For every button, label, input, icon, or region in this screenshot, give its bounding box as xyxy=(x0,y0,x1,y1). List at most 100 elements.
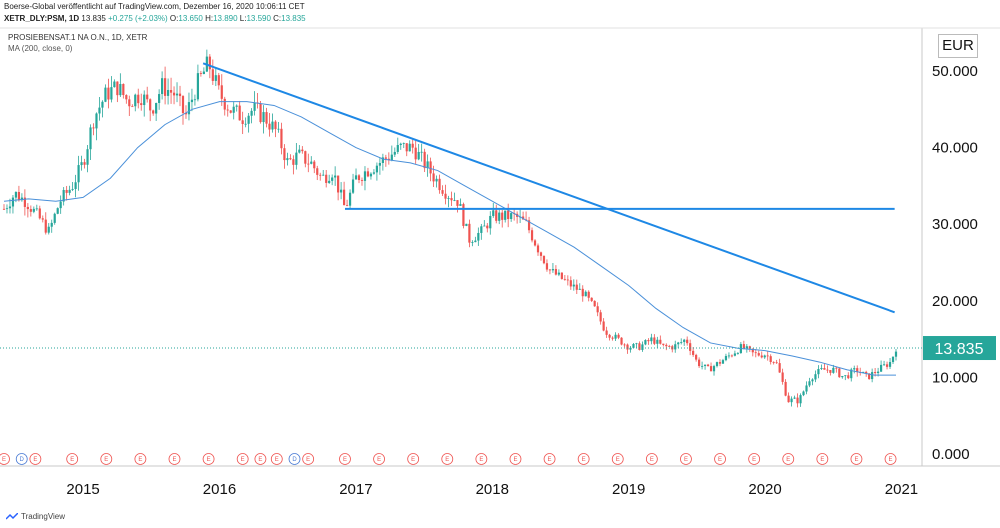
candle-body xyxy=(632,344,635,348)
candle-body xyxy=(98,107,101,114)
event-marker[interactable] xyxy=(236,453,249,465)
candle-body xyxy=(20,197,23,201)
candle-body xyxy=(89,127,92,150)
event-marker[interactable] xyxy=(134,453,147,465)
candle-body xyxy=(295,152,298,165)
candle-body xyxy=(775,362,778,364)
event-marker[interactable] xyxy=(680,453,692,465)
candle-body xyxy=(874,372,877,374)
candle-body xyxy=(125,95,128,100)
candle-body xyxy=(790,398,793,403)
event-marker[interactable] xyxy=(611,453,624,465)
event-marker[interactable] xyxy=(441,453,454,465)
event-marker[interactable] xyxy=(714,453,726,465)
event-marker[interactable] xyxy=(884,453,897,465)
event-marker[interactable] xyxy=(509,453,522,465)
candle-body xyxy=(495,210,498,221)
candle-body xyxy=(554,269,558,275)
candle-body xyxy=(871,372,874,380)
candle-body xyxy=(229,110,232,113)
candle-body xyxy=(217,75,220,86)
event-marker[interactable] xyxy=(475,453,488,465)
candle-body xyxy=(402,143,405,144)
annotation-layer xyxy=(202,62,895,314)
event-marker-label: E xyxy=(343,457,347,463)
candle-body xyxy=(357,175,361,181)
event-marker[interactable] xyxy=(29,453,42,465)
candle-body xyxy=(572,284,575,287)
event-marker[interactable] xyxy=(15,453,28,465)
tradingview-branding[interactable]: TradingView xyxy=(6,512,65,521)
candle-body xyxy=(316,168,319,175)
candle-body xyxy=(304,151,307,164)
event-marker[interactable] xyxy=(66,453,79,465)
candle-body xyxy=(629,347,632,350)
candle-body xyxy=(450,198,453,201)
candle-body xyxy=(226,109,229,111)
event-marker[interactable] xyxy=(168,453,181,465)
candle-body xyxy=(536,245,540,253)
candle-body xyxy=(712,366,716,372)
event-marker[interactable] xyxy=(816,453,829,465)
candle-body xyxy=(11,197,15,207)
candle-body xyxy=(578,288,581,290)
event-marker[interactable] xyxy=(577,453,590,465)
indicator-legend[interactable]: MA (200, close, 0) xyxy=(8,44,73,53)
candle-body xyxy=(259,103,262,123)
candle-body xyxy=(868,373,871,380)
event-marker[interactable] xyxy=(202,453,215,465)
candle-body xyxy=(599,312,602,322)
y-tick-label: 20.000 xyxy=(932,293,978,310)
candle-body xyxy=(181,96,185,114)
candle-body xyxy=(8,206,12,209)
event-marker[interactable] xyxy=(302,453,315,465)
candle-body xyxy=(77,165,80,183)
candle-body xyxy=(143,94,146,106)
candle-body xyxy=(238,105,241,121)
candle-body xyxy=(166,90,170,96)
event-marker-label: E xyxy=(411,457,415,463)
candle-body xyxy=(614,334,617,339)
price-change: +0.275 (+2.03%) xyxy=(108,14,168,23)
y-tick-label: 0.000 xyxy=(932,446,970,463)
event-marker-label: E xyxy=(258,457,262,463)
candle-body xyxy=(307,163,310,165)
event-marker[interactable] xyxy=(645,453,658,465)
event-marker[interactable] xyxy=(407,453,420,465)
event-marker[interactable] xyxy=(0,453,10,465)
candle-body xyxy=(459,204,462,206)
event-marker[interactable] xyxy=(748,453,761,465)
candle-body xyxy=(328,180,331,183)
low-value: 13.590 xyxy=(246,14,271,23)
candle-body xyxy=(820,368,823,369)
event-marker[interactable] xyxy=(543,453,556,465)
event-marker[interactable] xyxy=(288,453,301,465)
trendline[interactable] xyxy=(202,62,895,314)
candle-body xyxy=(808,381,811,386)
candle-body xyxy=(510,213,513,220)
instrument-legend[interactable]: PROSIEBENSAT.1 NA O.N., 1D, XETR xyxy=(8,33,148,42)
currency-button[interactable]: EUR xyxy=(938,34,978,58)
candle-body xyxy=(882,364,886,366)
event-marker-label: E xyxy=(582,457,586,463)
candle-body xyxy=(59,201,62,209)
candle-body xyxy=(569,280,572,287)
event-marker[interactable] xyxy=(782,453,795,465)
y-tick-label: 50.000 xyxy=(932,63,978,80)
candle-body xyxy=(426,161,429,169)
candle-body xyxy=(742,344,745,349)
event-marker[interactable] xyxy=(270,453,283,465)
event-marker[interactable] xyxy=(850,453,863,465)
candle-body xyxy=(101,101,104,108)
candle-body xyxy=(826,369,829,371)
candle-body xyxy=(733,353,737,356)
candle-body xyxy=(119,84,122,96)
event-marker[interactable] xyxy=(100,453,113,465)
y-tick-label: 30.000 xyxy=(932,216,978,233)
event-marker[interactable] xyxy=(254,453,267,465)
event-marker[interactable] xyxy=(339,453,351,465)
candle-body xyxy=(724,355,728,361)
event-marker[interactable] xyxy=(373,453,385,465)
